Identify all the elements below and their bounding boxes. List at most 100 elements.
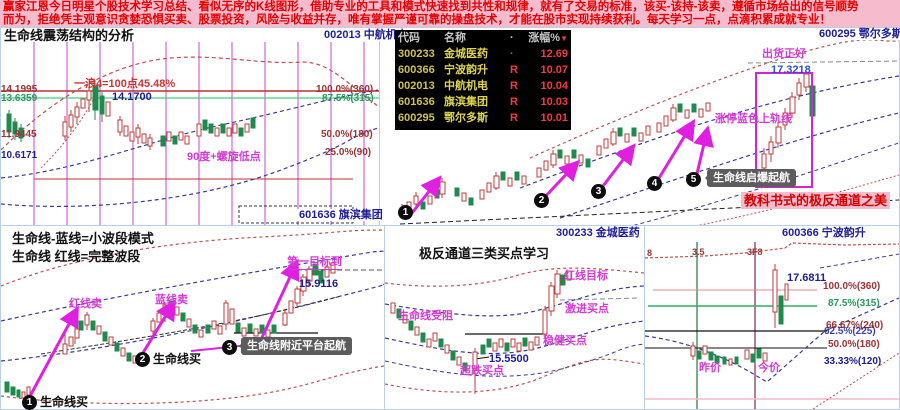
target-gray-line bbox=[747, 60, 899, 64]
spiral-low-annotation: 90度+螺旋低点 bbox=[187, 151, 261, 163]
chart-title-lifeline: 生命线震荡结构的分析 bbox=[4, 28, 135, 43]
axis-value: 13.6359 bbox=[1, 93, 38, 104]
stock-name: 中航机电 bbox=[444, 80, 488, 92]
red-target-label: 红线目标 bbox=[564, 270, 608, 282]
axis-value: 14.1995 bbox=[1, 84, 38, 95]
green-candles bbox=[696, 295, 784, 365]
lifeline-buy-label: 生命线买 bbox=[40, 395, 89, 409]
tick-note: 8 bbox=[647, 248, 653, 258]
banner-line1: 赢家江恩今日明星个股技术学习总结、看似无序的K线图形，借助专业的工具和模式快速找… bbox=[3, 1, 859, 13]
top-price-value: 17.6811 bbox=[787, 272, 827, 284]
green-candles bbox=[396, 274, 566, 372]
stock-flag: R bbox=[510, 80, 518, 92]
limit-up-watchlist: 代码 名称 · 涨幅%▼ 300233 金城医药 · 12.69 600366 … bbox=[395, 30, 571, 130]
marker-4: 4 bbox=[647, 176, 662, 191]
green-candles bbox=[6, 85, 256, 147]
stock-code: 600295 bbox=[398, 112, 435, 124]
watchlist-row[interactable]: 600295 鄂尔多斯 R 10.01 bbox=[395, 110, 571, 126]
lifeline-buy-label: 生命线买 bbox=[153, 352, 202, 366]
stock-code: 600366 bbox=[398, 64, 435, 76]
marker-2: 2 bbox=[534, 193, 549, 208]
upper-red-channel bbox=[385, 267, 644, 287]
lifeline-blue-mid bbox=[559, 112, 899, 219]
chart-panel-lifeline-structure bbox=[0, 27, 380, 226]
buy-arrows bbox=[27, 258, 300, 399]
lower-red-channel bbox=[1, 365, 384, 405]
yesterday-price-label: 昨价 bbox=[699, 362, 721, 374]
lifeline-blocked-label: 生命线受阻 bbox=[398, 310, 453, 322]
sort-desc-icon: ▼ bbox=[560, 34, 568, 43]
legend-blue-line: 生命线-蓝线=小波段模式 bbox=[12, 231, 154, 246]
watchlist-row[interactable]: 002013 中航机电 R 10.04 bbox=[395, 78, 571, 94]
sell-blue-label: 蓝线卖 bbox=[155, 294, 188, 306]
upper-rail-note: 涨停蓝色上轨线 bbox=[715, 113, 792, 125]
stock-change: 10.04 bbox=[540, 80, 568, 92]
green-candles bbox=[420, 85, 816, 210]
stock-name: 鄂尔多斯 bbox=[444, 112, 488, 124]
stock-label-002013: 002013 中航机电 bbox=[322, 29, 410, 41]
lower-red-channel bbox=[679, 174, 899, 229]
stock-code: 601636 bbox=[398, 96, 435, 108]
header-change[interactable]: 涨幅%▼ bbox=[528, 32, 568, 44]
stock-change: 10.07 bbox=[540, 64, 568, 76]
marker-5: 5 bbox=[686, 172, 701, 187]
marker-3: 3 bbox=[222, 340, 237, 355]
low-price-value: 15.5500 bbox=[489, 353, 529, 365]
lower-blue-channel bbox=[385, 343, 644, 377]
stock-name: 旗滨集团 bbox=[444, 96, 488, 108]
header-name[interactable]: 名称 bbox=[444, 32, 466, 44]
aggressive-buy-label: 激进买点 bbox=[565, 303, 609, 315]
price-14-17: 14.1700 bbox=[112, 91, 152, 103]
lifeline-launch-tooltip: 生命线启爆起航 bbox=[705, 169, 796, 187]
red-candles bbox=[390, 270, 572, 371]
banner-line2: 而为，拒绝凭主观意识贪婪恐惧买卖、股票投资，风险与收益并存，唯有掌握严谨可靠的操… bbox=[3, 14, 831, 26]
target-gray-line bbox=[559, 297, 641, 301]
marker-2: 2 bbox=[135, 352, 150, 367]
red-top-line bbox=[645, 242, 899, 259]
stock-flag: R bbox=[510, 112, 518, 124]
stock-label-600295: 600295 鄂尔多斯 bbox=[817, 28, 900, 40]
axis-value: 10.6171 bbox=[1, 150, 38, 161]
tick-note: 3F8 bbox=[747, 247, 763, 257]
red-dotted-rise bbox=[812, 352, 899, 409]
watchlist-row[interactable]: 600366 宁波韵升 R 10.07 bbox=[395, 62, 571, 78]
stock-change: 10.03 bbox=[540, 96, 568, 108]
green-candles bbox=[4, 263, 324, 398]
chart-panel-buypoints bbox=[384, 225, 645, 410]
wave-annotation: 一浪4=100点45.48% bbox=[74, 78, 176, 90]
upper-red-channel bbox=[1, 56, 379, 151]
marker-3: 3 bbox=[591, 184, 606, 199]
tick-note: 3.5 bbox=[692, 247, 705, 257]
red-candles bbox=[62, 90, 250, 147]
gann-level-label: 50.0%(180) bbox=[321, 129, 373, 140]
lower-blue-channel bbox=[1, 127, 379, 207]
gann-level-label: 87.5%(315) bbox=[322, 93, 374, 104]
chart-canvas-lifeline bbox=[1, 42, 379, 225]
gann-level-label: 33.33%(120) bbox=[824, 356, 882, 367]
upper-blue-channel bbox=[385, 285, 644, 317]
first-target-label: 第一目标到 bbox=[287, 256, 342, 270]
stock-code: 002013 bbox=[398, 80, 435, 92]
axis-value: 11.9445 bbox=[1, 129, 37, 140]
blue-dashed-top bbox=[819, 253, 899, 269]
watchlist-header[interactable]: 代码 名称 · 涨幅%▼ bbox=[395, 30, 571, 46]
gann-level-label: 100.0%(360) bbox=[823, 281, 881, 292]
target-price: 17.3218 bbox=[771, 64, 811, 76]
marker-1: 1 bbox=[22, 395, 37, 410]
gann-level-label: 87.5%(315) bbox=[828, 298, 880, 309]
stock-flag: R bbox=[510, 64, 518, 76]
marker-1: 1 bbox=[398, 205, 413, 220]
watchlist-row[interactable]: 601636 旗滨集团 R 10.03 bbox=[395, 94, 571, 110]
stock-label-300233: 300233 金城医药 bbox=[554, 227, 642, 239]
legend-red-line: 生命线 红线=完整波段 bbox=[12, 249, 141, 264]
watchlist-row[interactable]: 300233 金城医药 · 12.69 bbox=[395, 46, 571, 62]
trend-dotted bbox=[40, 82, 102, 169]
chart-title-buypoints: 极反通道三类买点学习 bbox=[419, 246, 550, 261]
header-code[interactable]: 代码 bbox=[398, 32, 420, 44]
upper-blue-channel bbox=[1, 250, 384, 322]
gann-level-label: 25.0%(90) bbox=[325, 147, 372, 158]
buy-arrows bbox=[410, 118, 714, 214]
gann-level-label: 50.0%(180) bbox=[828, 339, 880, 350]
stock-flag: R bbox=[510, 96, 518, 108]
